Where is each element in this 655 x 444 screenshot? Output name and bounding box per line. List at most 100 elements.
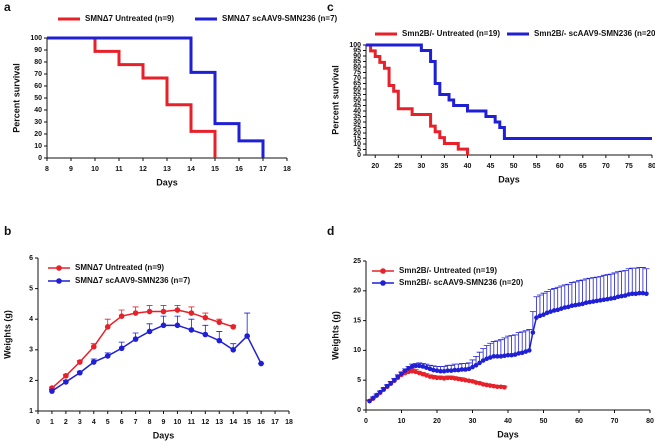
point bbox=[502, 353, 507, 359]
legend-marker bbox=[56, 265, 62, 271]
x-tick-label: 13 bbox=[163, 166, 171, 173]
point bbox=[466, 366, 472, 372]
point bbox=[459, 377, 465, 382]
point bbox=[573, 302, 578, 308]
y-tick-label: 5 bbox=[357, 377, 361, 384]
y-tick-label: 40 bbox=[34, 107, 42, 114]
error-bar bbox=[572, 281, 579, 306]
point bbox=[90, 343, 97, 350]
y-tick-label: 20 bbox=[353, 130, 361, 137]
error-bar bbox=[561, 284, 568, 308]
error-bar bbox=[622, 270, 629, 296]
x-tick-label: 14 bbox=[187, 166, 195, 173]
point bbox=[244, 333, 250, 339]
point bbox=[495, 384, 500, 390]
y-tick-label: 10 bbox=[353, 347, 361, 354]
point bbox=[392, 377, 397, 383]
point bbox=[438, 368, 443, 374]
legend-marker bbox=[380, 268, 386, 274]
point bbox=[230, 347, 237, 353]
x-tick-label: 18 bbox=[285, 419, 293, 426]
y-tick-label: 10 bbox=[353, 141, 361, 148]
x-tick-label: 80 bbox=[646, 418, 654, 425]
error-bar bbox=[607, 273, 614, 299]
point bbox=[544, 310, 550, 316]
error-bar bbox=[618, 270, 625, 297]
error-bar bbox=[568, 282, 575, 306]
point bbox=[202, 314, 209, 321]
error-bar bbox=[636, 267, 643, 294]
point bbox=[580, 301, 585, 307]
x-tick-label: 8 bbox=[148, 419, 152, 426]
point bbox=[537, 313, 543, 319]
point bbox=[512, 352, 518, 357]
point bbox=[63, 379, 69, 385]
point bbox=[470, 364, 475, 370]
legend-marker bbox=[56, 278, 62, 284]
y-tick-label: 100 bbox=[30, 35, 42, 42]
point bbox=[409, 364, 415, 369]
y-tick-label: 90 bbox=[34, 47, 42, 54]
y-axis-label: Weights (g) bbox=[2, 310, 12, 359]
point bbox=[491, 354, 497, 359]
x-tick-label: 10 bbox=[91, 166, 99, 173]
y-tick-label: 30 bbox=[34, 119, 42, 126]
x-tick-label: 12 bbox=[201, 419, 209, 426]
point bbox=[622, 293, 628, 298]
x-tick-label: 6 bbox=[120, 419, 124, 426]
y-tick-label: 5 bbox=[29, 285, 33, 292]
panel-label: b bbox=[4, 224, 11, 238]
y-tick-label: 15 bbox=[353, 135, 361, 142]
x-tick-label: 40 bbox=[464, 163, 472, 170]
y-tick-label: 90 bbox=[353, 53, 361, 60]
error-bar bbox=[579, 279, 586, 304]
survival-line bbox=[366, 43, 469, 155]
point bbox=[416, 370, 422, 376]
error-bar bbox=[600, 274, 607, 300]
x-tick-label: 25 bbox=[394, 163, 402, 170]
point bbox=[49, 388, 55, 394]
point bbox=[466, 378, 472, 384]
point bbox=[637, 290, 642, 296]
survival-line bbox=[47, 36, 265, 158]
point bbox=[576, 302, 582, 307]
point bbox=[202, 331, 209, 338]
y-tick-label: 80 bbox=[353, 64, 361, 71]
point bbox=[118, 313, 125, 319]
y-tick-label: 85 bbox=[353, 58, 361, 65]
point bbox=[374, 392, 379, 398]
point bbox=[441, 376, 447, 381]
error-bar bbox=[629, 267, 636, 294]
x-tick-label: 11 bbox=[115, 166, 123, 173]
point bbox=[188, 310, 195, 316]
error-bar bbox=[512, 334, 519, 355]
y-tick-label: 25 bbox=[353, 258, 361, 265]
point bbox=[456, 376, 461, 382]
point bbox=[477, 380, 482, 386]
point bbox=[448, 368, 454, 373]
y-tick-label: 0 bbox=[357, 152, 361, 159]
y-tick-label: 2 bbox=[29, 377, 33, 384]
point bbox=[160, 322, 167, 329]
legend-label: SMNΔ7 scAAV9-SMN236 (n=7) bbox=[75, 276, 191, 285]
error-bar bbox=[497, 339, 504, 357]
x-tick-label: 13 bbox=[215, 419, 223, 426]
error-bar bbox=[494, 340, 501, 357]
point bbox=[448, 375, 454, 381]
error-bar bbox=[529, 311, 536, 333]
point bbox=[629, 291, 635, 297]
point bbox=[480, 382, 486, 387]
legend-label: SMNΔ7 scAAV9-SMN236 (n=7) bbox=[222, 14, 338, 23]
y-tick-label: 3 bbox=[29, 347, 33, 354]
x-tick-label: 50 bbox=[540, 418, 548, 425]
point bbox=[473, 363, 479, 368]
point bbox=[216, 337, 223, 344]
point bbox=[555, 307, 560, 313]
y-tick-label: 0 bbox=[38, 155, 42, 162]
point bbox=[445, 375, 450, 381]
point bbox=[505, 352, 511, 358]
error-bar bbox=[611, 272, 618, 298]
y-tick-label: 5 bbox=[357, 146, 361, 153]
y-tick-label: 35 bbox=[353, 113, 361, 120]
